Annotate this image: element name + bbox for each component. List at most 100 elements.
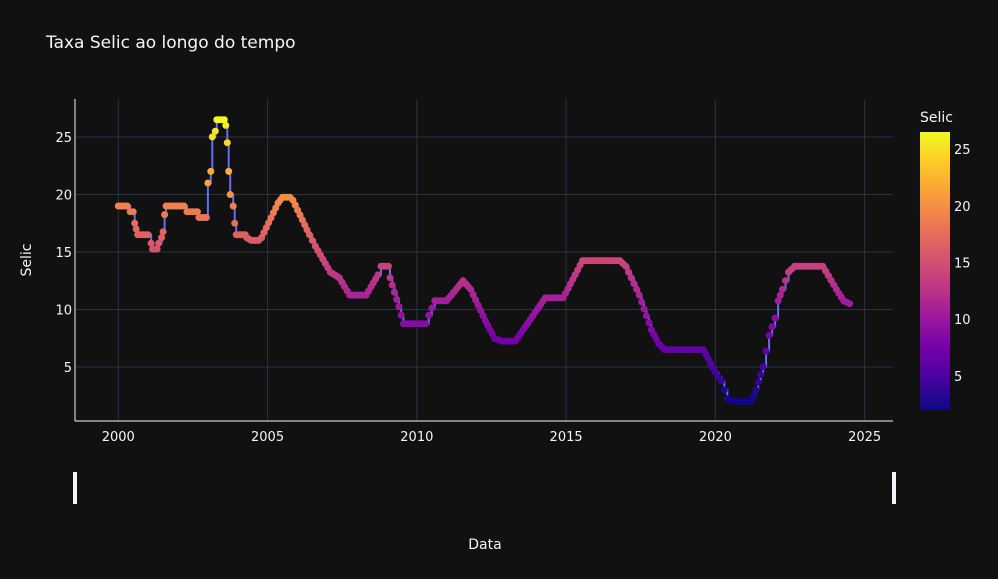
selic-point[interactable] [193,208,201,216]
selic-point[interactable] [207,167,215,175]
selic-point[interactable] [622,262,630,270]
selic-point[interactable] [155,239,163,247]
selic-point[interactable] [208,133,216,141]
selic-point[interactable] [153,245,161,253]
selic-point[interactable] [123,202,131,210]
selic-point[interactable] [642,312,650,320]
selic-point[interactable] [771,314,779,322]
selic-point[interactable] [220,116,228,124]
x-tick-label: 2005 [251,430,284,445]
selic-point[interactable] [720,386,728,394]
selic-point[interactable] [144,231,152,239]
selic-point[interactable] [774,297,782,305]
colorbar-tick-label: 15 [954,256,971,271]
colorbar-tick-label: 10 [954,313,971,328]
selic-point[interactable] [231,219,239,227]
selic-point[interactable] [779,285,786,293]
range-slider-right-handle[interactable] [892,472,896,504]
selic-point[interactable] [472,296,479,304]
selic-point[interactable] [308,236,316,244]
selic-point[interactable] [749,392,757,400]
selic-point[interactable] [640,305,648,313]
y-tick-label: 15 [55,246,72,261]
colorbar-tick-labels: 5 10 15 20 25 [954,143,971,385]
selic-point[interactable] [132,225,140,233]
selic-point[interactable] [385,262,392,270]
selic-point[interactable] [633,285,641,293]
selic-point[interactable] [747,397,755,405]
selic-point[interactable] [129,208,137,216]
y-tick-label: 20 [55,188,72,203]
selic-point[interactable] [428,304,436,312]
selic-point[interactable] [222,121,230,129]
selic-point[interactable] [211,127,219,135]
selic-point[interactable] [159,228,167,236]
colorbar-tick-label: 25 [954,143,971,158]
selic-point[interactable] [635,291,643,299]
selic-point[interactable] [717,377,725,385]
selic-point[interactable] [846,300,854,308]
selic-point[interactable] [161,211,169,219]
selic-point[interactable] [393,295,401,303]
range-slider[interactable] [73,472,896,504]
selic-point[interactable] [395,303,403,311]
selic-point[interactable] [479,312,487,320]
selic-point[interactable] [762,347,770,355]
y-tick-labels: 5 10 15 20 25 [55,131,72,376]
selic-point[interactable] [477,306,484,314]
selic-point[interactable] [131,219,139,227]
selic-point[interactable] [782,277,789,285]
selic-point[interactable] [422,320,430,328]
selic-point[interactable] [223,139,231,147]
selic-point[interactable] [305,231,313,239]
selic-point[interactable] [469,291,477,299]
x-axis-title: Data [468,537,501,553]
colorbar-tick-label: 20 [954,200,971,215]
selic-point[interactable] [638,298,646,306]
selic-point[interactable] [776,291,784,299]
selic-point[interactable] [467,285,475,293]
colorbar: Selic 5 10 15 20 25 [920,110,971,410]
selic-point[interactable] [759,363,767,371]
selic-point[interactable] [627,274,635,282]
colorbar-gradient [920,132,950,410]
x-tick-label: 2000 [102,430,135,445]
selic-point[interactable] [474,301,482,309]
selic-markers[interactable] [114,116,854,405]
selic-point[interactable] [147,239,155,247]
selic-point[interactable] [397,311,405,319]
x-tick-label: 2025 [848,430,881,445]
y-tick-label: 25 [55,131,72,146]
selic-point[interactable] [630,280,638,288]
selic-point[interactable] [229,202,237,210]
selic-point[interactable] [425,311,433,319]
selic-point[interactable] [765,331,773,339]
selic-point[interactable] [757,371,765,379]
selic-point[interactable] [374,271,382,279]
selic-point[interactable] [202,214,210,221]
selic-point[interactable] [388,281,396,289]
x-tick-label: 2020 [699,430,732,445]
selic-point[interactable] [225,167,233,175]
x-tick-label: 2015 [550,430,583,445]
x-tick-labels: 2000 2005 2010 2015 2020 2025 [102,430,881,445]
selic-point[interactable] [158,234,166,242]
colorbar-title: Selic [920,110,953,126]
selic-point[interactable] [180,202,188,210]
selic-point[interactable] [645,319,653,327]
y-tick-label: 5 [64,361,72,376]
y-tick-label: 10 [55,303,72,318]
selic-point[interactable] [386,274,394,282]
selic-point[interactable] [754,378,762,386]
selic-point[interactable] [226,191,234,198]
selic-point[interactable] [768,323,776,331]
range-slider-left-handle[interactable] [73,472,77,504]
selic-point[interactable] [204,179,212,187]
selic-point[interactable] [625,268,632,276]
selic-point[interactable] [752,386,760,394]
selic-point[interactable] [390,288,398,296]
y-axis-title: Selic [19,244,35,277]
colorbar-tick-label: 5 [954,370,962,385]
chart-title: Taxa Selic ao longo do tempo [45,33,296,53]
